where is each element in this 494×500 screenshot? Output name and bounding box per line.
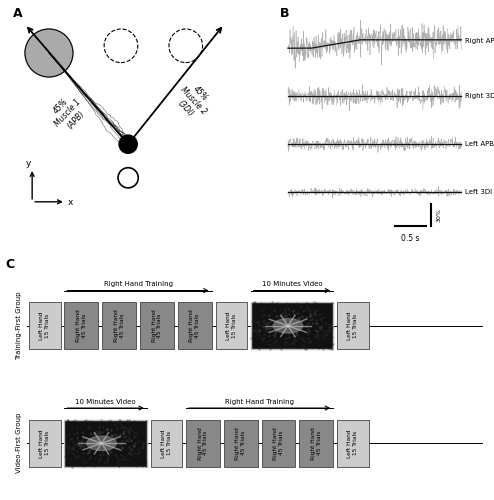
Bar bbox=[337, 420, 369, 467]
Bar bbox=[151, 420, 182, 467]
Bar bbox=[178, 302, 211, 350]
Text: 45%
Muscle 1
(APB): 45% Muscle 1 (APB) bbox=[46, 90, 90, 136]
Text: Left Hand
15 Trials: Left Hand 15 Trials bbox=[226, 312, 237, 340]
Text: Left APB: Left APB bbox=[465, 141, 494, 147]
Circle shape bbox=[119, 135, 137, 154]
Text: Right Hand
45 Trials: Right Hand 45 Trials bbox=[114, 310, 124, 342]
Text: 10 Minutes Video: 10 Minutes Video bbox=[75, 398, 136, 404]
Bar bbox=[299, 420, 333, 467]
Bar bbox=[215, 302, 247, 350]
Text: Right 3DI: Right 3DI bbox=[465, 93, 494, 99]
Text: x: x bbox=[68, 198, 74, 207]
Text: Right Hand
45 Trials: Right Hand 45 Trials bbox=[311, 427, 322, 460]
Text: 45%
Muscle 2
(3DI): 45% Muscle 2 (3DI) bbox=[170, 78, 215, 124]
Text: 0.5 s: 0.5 s bbox=[401, 234, 420, 243]
Text: Right Hand Training: Right Hand Training bbox=[104, 281, 172, 287]
Text: Right APB: Right APB bbox=[465, 38, 494, 44]
Circle shape bbox=[25, 29, 73, 77]
Text: Left Hand
15 Trials: Left Hand 15 Trials bbox=[40, 429, 50, 458]
Text: Right Hand
45 Trials: Right Hand 45 Trials bbox=[198, 427, 208, 460]
Text: A: A bbox=[13, 8, 23, 20]
Text: Right Hand Training: Right Hand Training bbox=[225, 398, 294, 404]
Text: Right Hand
45 Trials: Right Hand 45 Trials bbox=[189, 310, 200, 342]
Bar bbox=[102, 302, 136, 350]
Text: Left Hand
15 Trials: Left Hand 15 Trials bbox=[40, 312, 50, 340]
Text: Right Hand
45 Trials: Right Hand 45 Trials bbox=[273, 427, 284, 460]
Text: y: y bbox=[26, 159, 32, 168]
Text: Left 3DI: Left 3DI bbox=[465, 189, 492, 195]
Bar bbox=[29, 302, 61, 350]
Bar bbox=[65, 420, 147, 467]
Bar bbox=[140, 302, 174, 350]
Text: Training-First Group: Training-First Group bbox=[16, 292, 22, 360]
Bar bbox=[65, 302, 98, 350]
Text: Right Hand
45 Trials: Right Hand 45 Trials bbox=[152, 310, 163, 342]
Text: Right Hand
45 Trials: Right Hand 45 Trials bbox=[235, 427, 246, 460]
Bar bbox=[29, 420, 61, 467]
Text: C: C bbox=[5, 258, 14, 270]
Text: 30%: 30% bbox=[437, 208, 442, 222]
Text: Left Hand
15 Trials: Left Hand 15 Trials bbox=[347, 429, 358, 458]
Bar bbox=[186, 420, 220, 467]
Text: 10 Minutes Video: 10 Minutes Video bbox=[262, 281, 323, 287]
Bar bbox=[261, 420, 295, 467]
Text: Left Hand
15 Trials: Left Hand 15 Trials bbox=[347, 312, 358, 340]
Text: Left Hand
15 Trials: Left Hand 15 Trials bbox=[161, 429, 172, 458]
Bar bbox=[337, 302, 369, 350]
Circle shape bbox=[87, 436, 116, 450]
Circle shape bbox=[273, 318, 303, 333]
Bar bbox=[251, 302, 333, 350]
Text: B: B bbox=[280, 8, 289, 20]
Text: Video-First Group: Video-First Group bbox=[16, 413, 22, 474]
Bar bbox=[224, 420, 258, 467]
Text: Right Hand
45 Trials: Right Hand 45 Trials bbox=[76, 310, 87, 342]
